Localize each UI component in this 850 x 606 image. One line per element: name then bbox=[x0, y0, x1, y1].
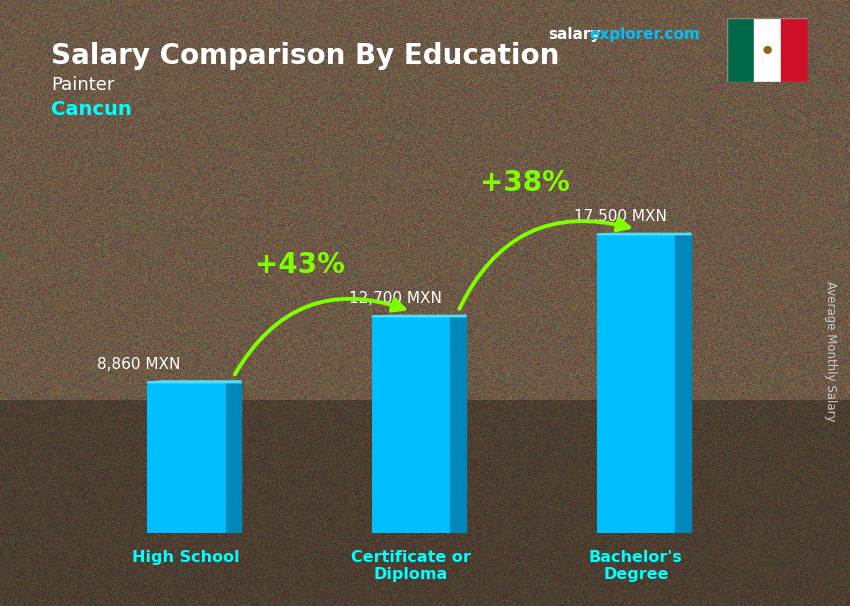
Text: Salary Comparison By Education: Salary Comparison By Education bbox=[51, 42, 559, 70]
Polygon shape bbox=[147, 381, 241, 382]
FancyBboxPatch shape bbox=[597, 235, 675, 533]
Text: ⬤: ⬤ bbox=[762, 45, 772, 55]
Text: Cancun: Cancun bbox=[51, 100, 132, 119]
Polygon shape bbox=[371, 315, 466, 316]
Bar bbox=[754, 18, 780, 82]
Text: salary: salary bbox=[548, 27, 601, 42]
Text: explorer.com: explorer.com bbox=[589, 27, 700, 42]
Polygon shape bbox=[450, 316, 466, 533]
Text: Painter: Painter bbox=[51, 76, 115, 94]
Text: +38%: +38% bbox=[479, 169, 570, 197]
Polygon shape bbox=[225, 382, 241, 533]
Text: +43%: +43% bbox=[255, 251, 344, 279]
Text: 17,500 MXN: 17,500 MXN bbox=[574, 209, 667, 224]
Text: 12,700 MXN: 12,700 MXN bbox=[349, 291, 442, 306]
Text: Average Monthly Salary: Average Monthly Salary bbox=[824, 281, 837, 422]
Bar bbox=[780, 18, 808, 82]
FancyBboxPatch shape bbox=[371, 316, 450, 533]
Polygon shape bbox=[675, 235, 691, 533]
Bar bbox=[727, 18, 754, 82]
Text: 8,860 MXN: 8,860 MXN bbox=[98, 357, 181, 371]
Polygon shape bbox=[597, 233, 691, 235]
FancyBboxPatch shape bbox=[147, 382, 225, 533]
